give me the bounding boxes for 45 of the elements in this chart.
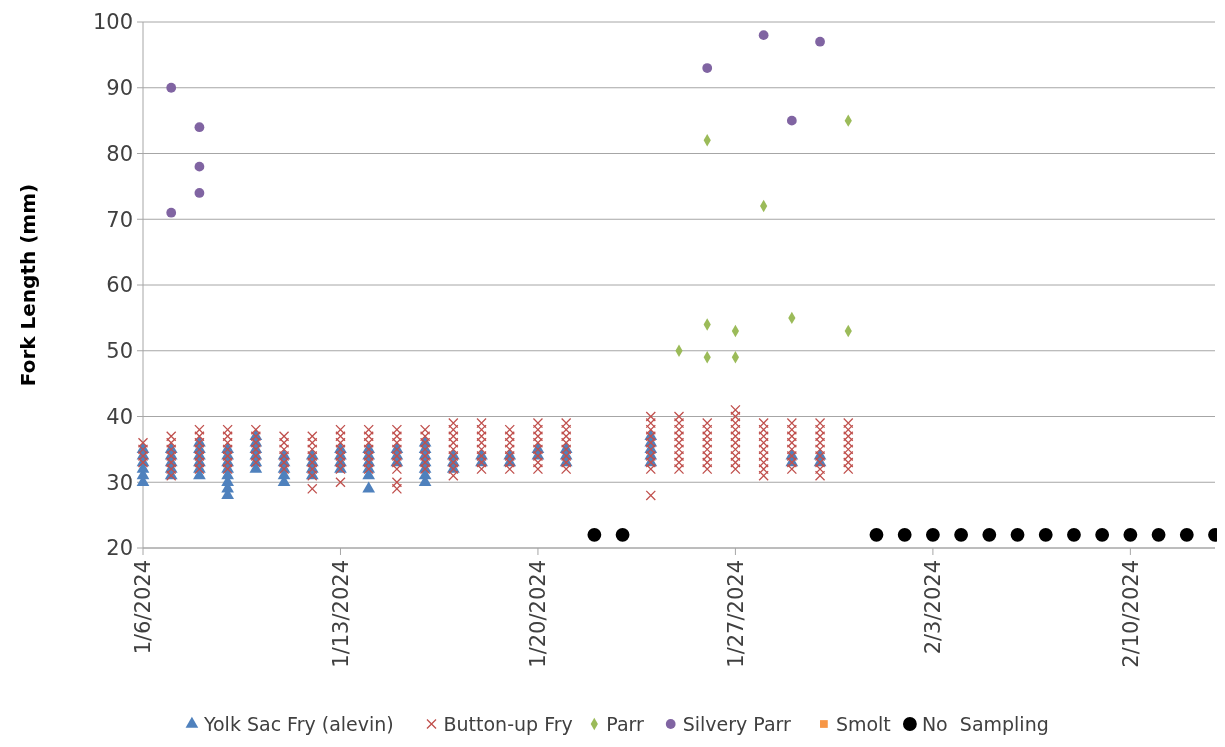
point xyxy=(166,207,177,218)
y-tick-label: 100 xyxy=(92,10,133,35)
y-tick-label: 30 xyxy=(106,470,133,495)
y-tick-label: 50 xyxy=(106,339,133,364)
point xyxy=(786,115,797,126)
legend-label: Button-up Fry xyxy=(443,712,573,735)
point xyxy=(194,161,205,172)
legend-label: No Sampling xyxy=(921,712,1049,735)
y-tick-label: 90 xyxy=(106,76,133,101)
point xyxy=(954,527,969,542)
y-tick-label: 80 xyxy=(106,141,133,166)
legend-label: Parr xyxy=(606,712,645,735)
point xyxy=(1123,527,1138,542)
point xyxy=(702,63,713,73)
point xyxy=(869,527,884,542)
legend-label: Yolk Sac Fry (alevin) xyxy=(202,712,394,735)
point xyxy=(194,122,205,133)
x-tick-label: 1/6/2024 xyxy=(131,560,156,655)
point xyxy=(615,527,630,542)
point xyxy=(1067,527,1081,542)
y-tick-label: 60 xyxy=(106,273,133,298)
y-tick-label: 40 xyxy=(106,404,133,429)
point xyxy=(1179,527,1194,542)
point xyxy=(897,527,912,542)
y-tick-label: 70 xyxy=(106,207,133,232)
point xyxy=(166,82,177,93)
point xyxy=(194,188,205,198)
x-tick-label: 1/13/2024 xyxy=(328,560,353,668)
y-axis-title: Fork Length (mm) xyxy=(16,183,40,387)
point xyxy=(1151,527,1166,542)
legend-label: Silvery Parr xyxy=(682,712,792,735)
x-tick-label: 2/10/2024 xyxy=(1118,560,1143,668)
point xyxy=(815,36,825,47)
point xyxy=(758,30,769,41)
point xyxy=(1095,527,1110,542)
x-tick-label: 2/3/2024 xyxy=(921,560,946,655)
point xyxy=(587,527,602,542)
y-tick-label: 20 xyxy=(106,536,133,561)
point xyxy=(1010,527,1025,542)
point xyxy=(925,527,940,542)
x-tick-label: 1/27/2024 xyxy=(723,560,748,668)
x-tick-label: 1/20/2024 xyxy=(526,560,551,668)
point xyxy=(1038,527,1053,542)
point xyxy=(982,527,997,542)
legend-label: Smolt xyxy=(835,712,891,735)
